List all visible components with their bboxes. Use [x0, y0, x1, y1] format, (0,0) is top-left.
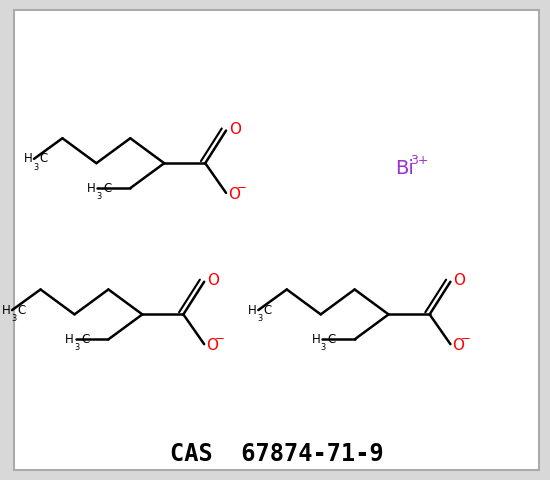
- Text: C: C: [264, 303, 272, 317]
- FancyBboxPatch shape: [14, 10, 539, 470]
- Text: C: C: [18, 303, 26, 317]
- Text: H: H: [2, 303, 10, 317]
- Text: 3+: 3+: [410, 154, 429, 168]
- Text: −: −: [461, 332, 471, 345]
- Text: C: C: [40, 152, 48, 166]
- Text: H: H: [248, 303, 257, 317]
- Text: H: H: [311, 333, 320, 346]
- Text: C: C: [81, 333, 89, 346]
- Text: O: O: [207, 273, 219, 288]
- Text: C: C: [103, 181, 111, 195]
- Text: H: H: [24, 152, 32, 166]
- Text: H: H: [65, 333, 74, 346]
- Text: −: −: [214, 332, 224, 345]
- Text: O: O: [229, 121, 241, 137]
- Text: CAS  67874-71-9: CAS 67874-71-9: [169, 442, 383, 466]
- Text: Bi: Bi: [395, 159, 414, 179]
- Text: O: O: [206, 338, 218, 353]
- Text: O: O: [453, 273, 465, 288]
- Text: 3: 3: [74, 343, 80, 352]
- Text: O: O: [452, 338, 464, 353]
- Text: −: −: [236, 180, 246, 194]
- Text: 3: 3: [321, 343, 326, 352]
- Text: C: C: [327, 333, 336, 346]
- Text: 3: 3: [33, 163, 38, 172]
- Text: 3: 3: [257, 314, 262, 323]
- Text: 3: 3: [96, 192, 102, 201]
- Text: O: O: [228, 187, 240, 202]
- Text: H: H: [87, 181, 96, 195]
- Text: 3: 3: [11, 314, 16, 323]
